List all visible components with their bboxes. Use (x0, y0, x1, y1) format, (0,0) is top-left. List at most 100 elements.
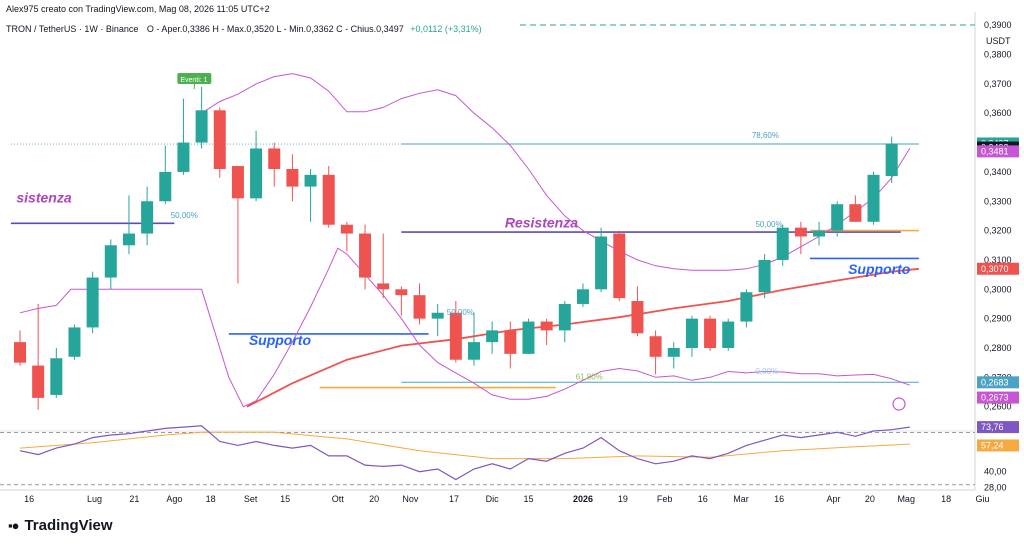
rsi-ma-line (19, 431, 910, 460)
time-tick-label: 15 (280, 494, 290, 504)
price-label-text: 0,2683 (981, 377, 1009, 387)
price-label-text: 0,3070 (981, 264, 1009, 274)
candle-body (322, 174, 335, 225)
candle-body (449, 312, 462, 360)
candle-body (213, 110, 226, 169)
event-badge-label: Eventi: 1 (180, 77, 207, 84)
candle-body (377, 283, 390, 290)
time-tick-label: 20 (369, 494, 379, 504)
price-tick-label: 0,3600 (984, 108, 1012, 118)
candle-body (468, 342, 480, 360)
time-tick-label: 16 (774, 494, 784, 504)
candle-body (504, 330, 517, 354)
time-tick-label: Ott (332, 494, 345, 504)
price-label-tag (977, 391, 1019, 404)
time-tick-label: 16 (698, 494, 708, 504)
support-label-left: Supporto (249, 332, 312, 348)
candle-body (431, 312, 444, 319)
brand: ▪● TradingView (8, 517, 113, 534)
candle-body (104, 245, 117, 278)
candle-body (685, 318, 698, 348)
sma-line (246, 267, 919, 408)
candle-body (722, 321, 735, 348)
candle-body (250, 148, 263, 199)
price-label-tag (977, 376, 1019, 389)
candle-body (595, 236, 608, 290)
candle-body (32, 365, 45, 398)
candle-body (813, 230, 826, 237)
fib-label-mid: 50,00% (447, 308, 474, 317)
time-tick-label: Ago (166, 494, 182, 504)
time-tick-label: Nov (402, 494, 419, 504)
candle-body (50, 358, 63, 395)
time-tick-label: 2026 (573, 494, 593, 504)
time-tick-label: 18 (206, 494, 216, 504)
time-tick-label: Dic (486, 494, 499, 504)
rsi-tick-label: 28,00 (984, 482, 1007, 492)
time-tick-label: Apr (827, 494, 841, 504)
candle-body (885, 143, 898, 177)
symbol-line: TRON / TetherUS · 1W · Binance O - Aper.… (6, 24, 482, 34)
price-label-text: 0,3481 (981, 146, 1009, 156)
price-chart[interactable]: USDT 0,39000,38000,37000,36000,35000,340… (0, 0, 1024, 510)
price-tick-label: 0,3900 (984, 20, 1012, 30)
price-tick-label: 0,3700 (984, 79, 1012, 89)
candle-body (122, 233, 135, 246)
candle-body (413, 295, 426, 319)
price-tick-label: 0,3200 (984, 226, 1012, 236)
candle-body (68, 327, 81, 357)
symbol-label: TRON / TetherUS · 1W · Binance (6, 24, 139, 34)
bollinger-upper-line (201, 73, 911, 271)
fib-label-right: 50,00% (755, 220, 782, 229)
candle-body (177, 142, 190, 172)
price-tick-label: 0,2900 (984, 314, 1012, 324)
candle-body (86, 277, 99, 328)
candle-body (522, 321, 535, 354)
rsi-label-text: 73,76 (981, 422, 1004, 432)
price-tick-label: 0,3300 (984, 196, 1012, 206)
price-label-tag (977, 145, 1019, 158)
candle-body (286, 168, 299, 187)
price-tick-label: 0,3000 (984, 284, 1012, 294)
support-label-right: Supporto (848, 261, 911, 277)
candle-body (195, 110, 208, 143)
price-label-text: 0,2673 (981, 393, 1009, 403)
time-tick-label: 17 (449, 494, 459, 504)
price-tick-label: 0,3100 (984, 255, 1012, 265)
candle-body (867, 174, 880, 222)
rsi-label-tag (977, 421, 1019, 434)
brand-name: TradingView (24, 517, 113, 534)
price-tick-label: 0,2600 (984, 402, 1012, 412)
time-tick-label: Feb (657, 494, 673, 504)
fib-label-top: 78,60% (752, 131, 779, 140)
candle-body (304, 174, 317, 187)
rsi-tick-label: 40,00 (984, 467, 1007, 477)
candle-body (631, 301, 644, 334)
price-tick-label: 0,3400 (984, 167, 1012, 177)
time-tick-label: 15 (523, 494, 533, 504)
time-tick-label: Giu (975, 494, 989, 504)
candle-body (14, 342, 26, 363)
event-badge (177, 72, 212, 84)
rsi-label-tag (977, 439, 1019, 452)
candle-body (704, 318, 717, 348)
candle-body (576, 289, 589, 304)
ohlc-values: O - Aper.0,3386 H - Max.0,3520 L - Min.0… (146, 24, 404, 34)
candle-body (558, 303, 571, 331)
candle-body (667, 347, 680, 357)
price-tick-label: 0,3800 (984, 50, 1012, 60)
candle-body (231, 166, 244, 199)
time-tick-label: 20 (865, 494, 875, 504)
author-line: Alex975 creato con TradingView.com, Mag … (6, 4, 270, 14)
candle-body (831, 204, 844, 231)
alert-icon (892, 397, 906, 411)
time-tick-label: Mag (897, 494, 915, 504)
time-tick-label: Set (244, 494, 258, 504)
candle-body (141, 201, 154, 234)
candle-body (849, 204, 862, 222)
resistance-label-left: sistenza (16, 190, 71, 206)
candle-body (159, 171, 172, 202)
price-tick-label: 0,2800 (984, 343, 1012, 353)
candle-body (340, 224, 353, 234)
